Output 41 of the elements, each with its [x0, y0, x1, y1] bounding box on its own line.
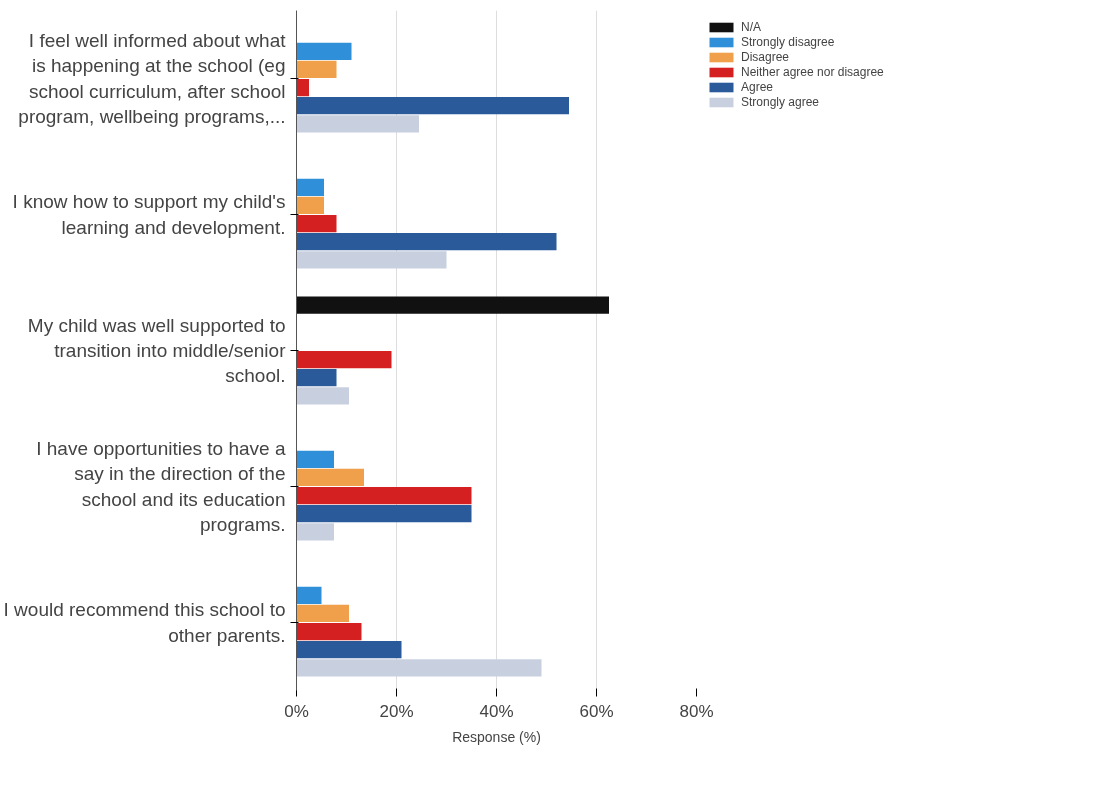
legend-label: Strongly disagree [741, 35, 835, 49]
bar [296, 115, 419, 133]
y-tick-label: I would recommend this school to other parents. [3, 599, 286, 646]
bar [296, 450, 334, 468]
bar [296, 350, 392, 369]
bar [296, 214, 337, 233]
bar [296, 97, 569, 115]
bar [296, 468, 364, 487]
x-tick-label: 0% [284, 701, 309, 721]
bar [296, 486, 472, 505]
bar [296, 251, 447, 269]
y-tick-label: My child was well supported to transition into middle/senior school. [27, 314, 287, 387]
bar [296, 369, 337, 387]
y-tick-label: I have opportunities to have a say in the direction of the school and its education programs. [36, 438, 286, 535]
y-tick-label: I know how to support my child's learning and development. [12, 191, 286, 238]
x-tick-label: 60% [579, 701, 614, 721]
bar [296, 233, 557, 251]
x-tick-label: 80% [679, 701, 714, 721]
legend-label: Strongly agree [741, 95, 820, 109]
bar [296, 523, 334, 541]
bar [296, 622, 362, 641]
bar [296, 42, 352, 60]
x-axis-title: Response (%) [452, 728, 541, 745]
bar [296, 296, 609, 314]
bar [296, 387, 349, 405]
legend-label: Agree [741, 80, 774, 94]
x-tick-label: 20% [379, 701, 414, 721]
bar [296, 641, 402, 659]
legend-label: Disagree [741, 50, 790, 64]
bar [296, 604, 349, 623]
bar [296, 659, 542, 677]
y-tick-label: I feel well informed about what is happening at the school (eg school curriculum, after school program, wellbeing programs,... [18, 30, 287, 127]
bar [296, 586, 322, 604]
bar [296, 60, 337, 79]
bar [296, 505, 472, 523]
bar [296, 178, 324, 196]
x-tick-label: 40% [479, 701, 514, 721]
legend-label: N/A [741, 20, 762, 34]
bar [296, 196, 324, 215]
legend-label: Neither agree nor disagree [741, 65, 884, 79]
bar [296, 78, 309, 97]
